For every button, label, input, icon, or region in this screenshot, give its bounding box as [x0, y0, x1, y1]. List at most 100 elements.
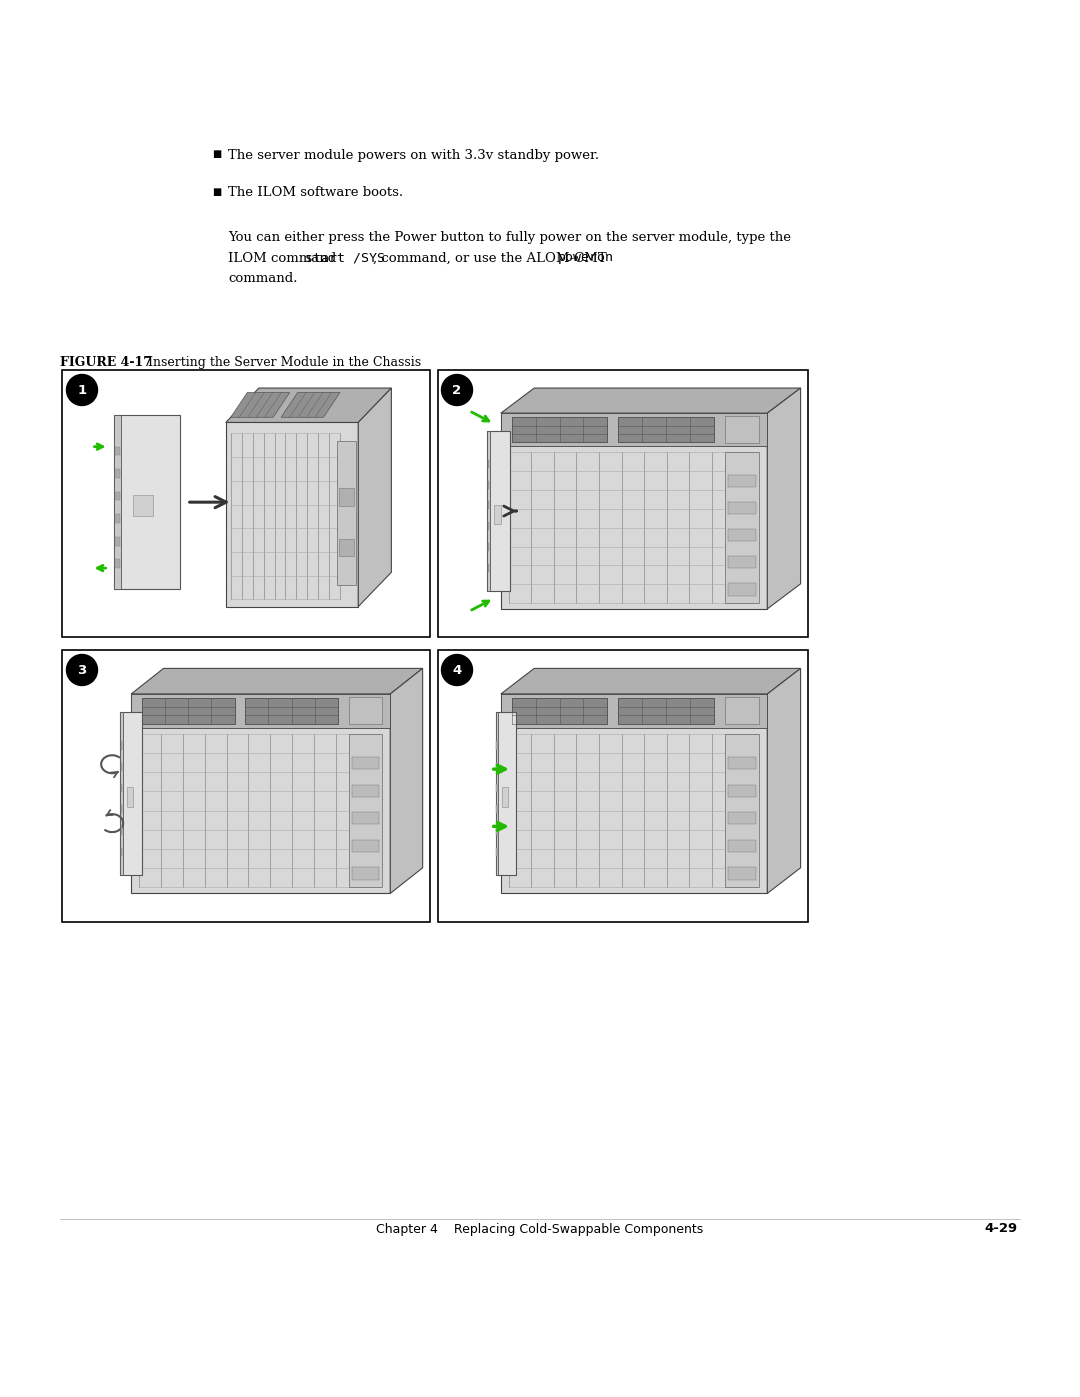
Bar [725, 697, 759, 725]
Bar [120, 712, 123, 876]
Circle shape [67, 655, 97, 686]
Bar [497, 763, 498, 771]
Circle shape [67, 374, 97, 405]
Bar [352, 840, 379, 852]
Text: Chapter 4    Replacing Cold-Swappable Components: Chapter 4 Replacing Cold-Swappable Compo… [376, 1222, 704, 1235]
Bar [126, 787, 134, 806]
Bar [245, 698, 338, 724]
Polygon shape [226, 388, 391, 422]
Polygon shape [501, 388, 800, 414]
Circle shape [442, 374, 473, 405]
Bar [113, 415, 121, 590]
Text: You can either press the Power button to fully power on the server module, type : You can either press the Power button to… [228, 231, 791, 243]
Text: command.: command. [228, 271, 297, 285]
Bar [494, 504, 501, 524]
Bar [121, 827, 122, 834]
Bar [512, 698, 607, 724]
Bar [488, 502, 489, 510]
Bar [497, 827, 498, 834]
Bar [121, 763, 122, 771]
Text: 2: 2 [453, 384, 461, 397]
Bar [131, 694, 390, 728]
Bar [352, 757, 379, 770]
Text: 3: 3 [78, 664, 86, 676]
Bar [501, 694, 767, 728]
Polygon shape [281, 393, 340, 418]
Bar [728, 868, 756, 880]
Bar [349, 697, 382, 725]
Text: FIGURE 4-17: FIGURE 4-17 [60, 355, 152, 369]
Bar [116, 469, 120, 478]
Bar [349, 733, 382, 887]
Bar [116, 492, 120, 500]
Bar [728, 785, 756, 796]
Bar [501, 694, 767, 894]
Text: ILOM command: ILOM command [228, 251, 340, 264]
Bar [134, 495, 153, 515]
Bar [728, 529, 756, 541]
Bar [728, 556, 756, 569]
Bar [337, 441, 355, 584]
Bar [352, 785, 379, 796]
Bar [501, 414, 767, 609]
Bar [497, 784, 498, 792]
Text: poweron: poweron [557, 251, 613, 264]
Bar [728, 812, 756, 824]
Polygon shape [501, 668, 800, 694]
Bar [497, 848, 498, 856]
Bar [62, 370, 430, 637]
Bar [725, 416, 759, 443]
Bar [121, 848, 122, 856]
Bar [131, 694, 390, 894]
Bar [113, 415, 179, 590]
Bar [339, 539, 354, 556]
Polygon shape [231, 393, 289, 418]
Text: ■: ■ [212, 151, 221, 159]
Bar [487, 430, 510, 591]
Bar [725, 453, 759, 604]
Bar [116, 514, 120, 522]
Text: start /SYS: start /SYS [306, 251, 386, 264]
Bar [488, 564, 489, 571]
Bar [116, 559, 120, 569]
Bar [487, 430, 490, 591]
Bar [497, 742, 498, 750]
Bar [352, 868, 379, 880]
Bar [728, 840, 756, 852]
Bar [120, 712, 143, 876]
Bar [502, 787, 508, 806]
Text: , command, or use the ALOM-CMT: , command, or use the ALOM-CMT [374, 251, 611, 264]
Bar [121, 742, 122, 750]
Text: 1: 1 [78, 384, 86, 397]
Bar [728, 757, 756, 770]
Text: The server module powers on with 3.3v standby power.: The server module powers on with 3.3v st… [228, 148, 599, 162]
Bar [438, 370, 808, 637]
Bar [339, 489, 354, 506]
Bar [728, 584, 756, 595]
Text: 4-29: 4-29 [985, 1222, 1018, 1235]
Bar [116, 536, 120, 546]
Text: ■: ■ [212, 187, 221, 197]
Bar [121, 805, 122, 813]
Polygon shape [767, 388, 800, 609]
Bar [488, 522, 489, 531]
Polygon shape [131, 668, 422, 694]
Polygon shape [767, 668, 800, 894]
Text: 4: 4 [453, 664, 461, 676]
Bar [496, 712, 516, 876]
Bar [488, 460, 489, 468]
Bar [438, 650, 808, 922]
Bar [62, 650, 430, 922]
Bar [501, 414, 767, 447]
Bar [497, 805, 498, 813]
Bar [141, 698, 234, 724]
Bar [512, 418, 607, 443]
Bar [226, 422, 359, 606]
Bar [116, 447, 120, 455]
Bar [725, 733, 759, 887]
Bar [728, 502, 756, 514]
Bar [618, 418, 714, 443]
Bar [618, 698, 714, 724]
Bar [121, 784, 122, 792]
Text: Inserting the Server Module in the Chassis: Inserting the Server Module in the Chass… [140, 355, 421, 369]
